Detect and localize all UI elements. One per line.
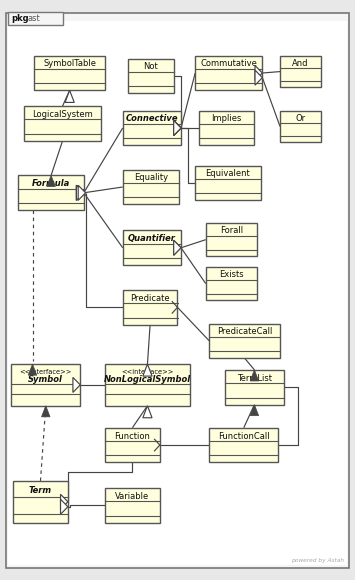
Text: SymbolTable: SymbolTable xyxy=(43,60,96,68)
Text: Forall: Forall xyxy=(220,226,243,235)
Text: Symbol: Symbol xyxy=(28,375,63,383)
Polygon shape xyxy=(255,70,262,85)
Text: powered by Astah: powered by Astah xyxy=(291,558,344,563)
Bar xyxy=(280,56,321,88)
Text: Term: Term xyxy=(29,487,52,495)
Bar xyxy=(105,364,190,406)
Text: Or: Or xyxy=(295,114,305,123)
Bar xyxy=(13,481,68,523)
Polygon shape xyxy=(76,185,84,200)
Polygon shape xyxy=(73,378,80,393)
Bar xyxy=(123,230,181,265)
Polygon shape xyxy=(250,405,259,416)
Bar xyxy=(280,111,321,143)
Bar xyxy=(105,427,160,462)
Bar xyxy=(209,427,278,462)
Polygon shape xyxy=(65,90,74,103)
Bar xyxy=(195,166,261,200)
Polygon shape xyxy=(250,370,259,381)
Text: <<interface>>: <<interface>> xyxy=(20,368,72,375)
Polygon shape xyxy=(255,66,262,81)
Bar xyxy=(123,290,178,325)
Text: Quantifier: Quantifier xyxy=(128,234,176,243)
Text: Variable: Variable xyxy=(115,492,149,501)
Bar xyxy=(128,59,174,93)
Text: <<interface>>: <<interface>> xyxy=(121,368,174,375)
Text: TermList: TermList xyxy=(237,374,272,383)
Polygon shape xyxy=(28,364,37,375)
Text: And: And xyxy=(292,59,308,68)
Polygon shape xyxy=(174,240,181,255)
Polygon shape xyxy=(174,240,181,255)
Text: ast: ast xyxy=(27,14,40,23)
Text: Not: Not xyxy=(144,63,158,71)
Text: Implies: Implies xyxy=(211,114,241,124)
Text: Predicate: Predicate xyxy=(130,294,170,303)
Text: LogicalSystem: LogicalSystem xyxy=(32,110,93,119)
Bar xyxy=(195,56,262,90)
Bar xyxy=(18,175,84,210)
Polygon shape xyxy=(47,175,55,187)
Polygon shape xyxy=(76,185,84,200)
Polygon shape xyxy=(76,185,84,200)
Polygon shape xyxy=(174,121,181,136)
Text: Equality: Equality xyxy=(134,173,168,183)
Text: Formula: Formula xyxy=(32,179,70,188)
Bar xyxy=(206,223,257,256)
Bar xyxy=(123,169,179,204)
Bar xyxy=(105,488,160,523)
Polygon shape xyxy=(78,185,86,200)
Text: Equivalent: Equivalent xyxy=(206,169,250,179)
Bar xyxy=(209,324,280,358)
Polygon shape xyxy=(143,406,152,418)
Polygon shape xyxy=(42,406,50,417)
Text: Connective: Connective xyxy=(126,114,178,124)
Text: Exists: Exists xyxy=(219,270,244,280)
Polygon shape xyxy=(60,499,68,514)
Bar xyxy=(206,267,257,300)
Bar xyxy=(199,111,253,146)
Polygon shape xyxy=(174,121,181,136)
Polygon shape xyxy=(174,121,181,136)
Bar xyxy=(8,12,62,25)
Text: Commutative: Commutative xyxy=(200,60,257,68)
Bar xyxy=(123,111,181,146)
Bar xyxy=(225,370,284,405)
Text: Function: Function xyxy=(114,432,151,441)
Text: FunctionCall: FunctionCall xyxy=(218,432,269,441)
Text: NonLogicalSymbol: NonLogicalSymbol xyxy=(104,375,191,383)
Bar xyxy=(24,106,102,141)
Polygon shape xyxy=(143,364,152,376)
Polygon shape xyxy=(174,121,181,136)
Bar xyxy=(11,364,80,406)
Polygon shape xyxy=(60,494,68,509)
Text: pkg: pkg xyxy=(11,14,29,23)
Bar xyxy=(34,56,105,90)
Text: PredicateCall: PredicateCall xyxy=(217,327,272,336)
